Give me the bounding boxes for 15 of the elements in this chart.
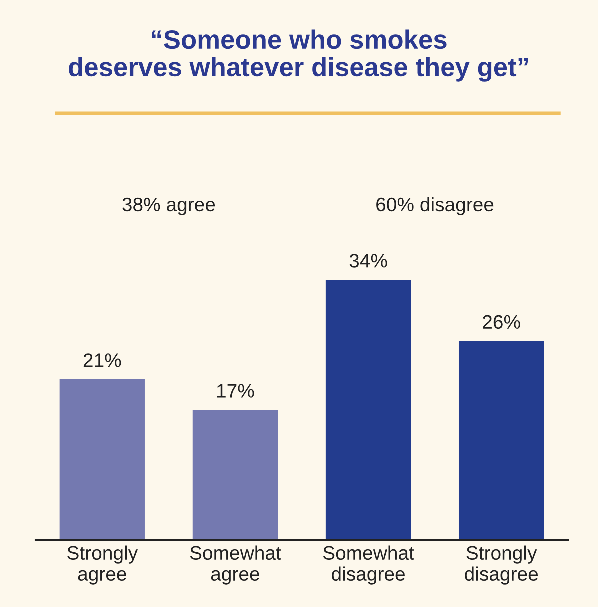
text: 38% agree — [122, 198, 216, 216]
bar — [458, 341, 544, 540]
chart-title: “Someone who smokes deserves whatever disease they get” — [69, 30, 528, 82]
data-label: 26% — [483, 315, 520, 330]
x-tick-label: Somewhat disagree — [323, 546, 414, 585]
x-tick-label: Strongly disagree — [465, 546, 538, 585]
bar — [192, 410, 278, 540]
x-tick-label: Strongly agree — [68, 546, 138, 585]
data-label: 17% — [217, 384, 254, 398]
data-label: 21% — [84, 354, 122, 368]
bar — [60, 380, 145, 540]
bar — [326, 280, 412, 540]
text: 60% disagree — [376, 197, 494, 216]
data-label: 34% — [350, 254, 388, 268]
x-tick-label: Somewhat agree — [190, 546, 282, 585]
